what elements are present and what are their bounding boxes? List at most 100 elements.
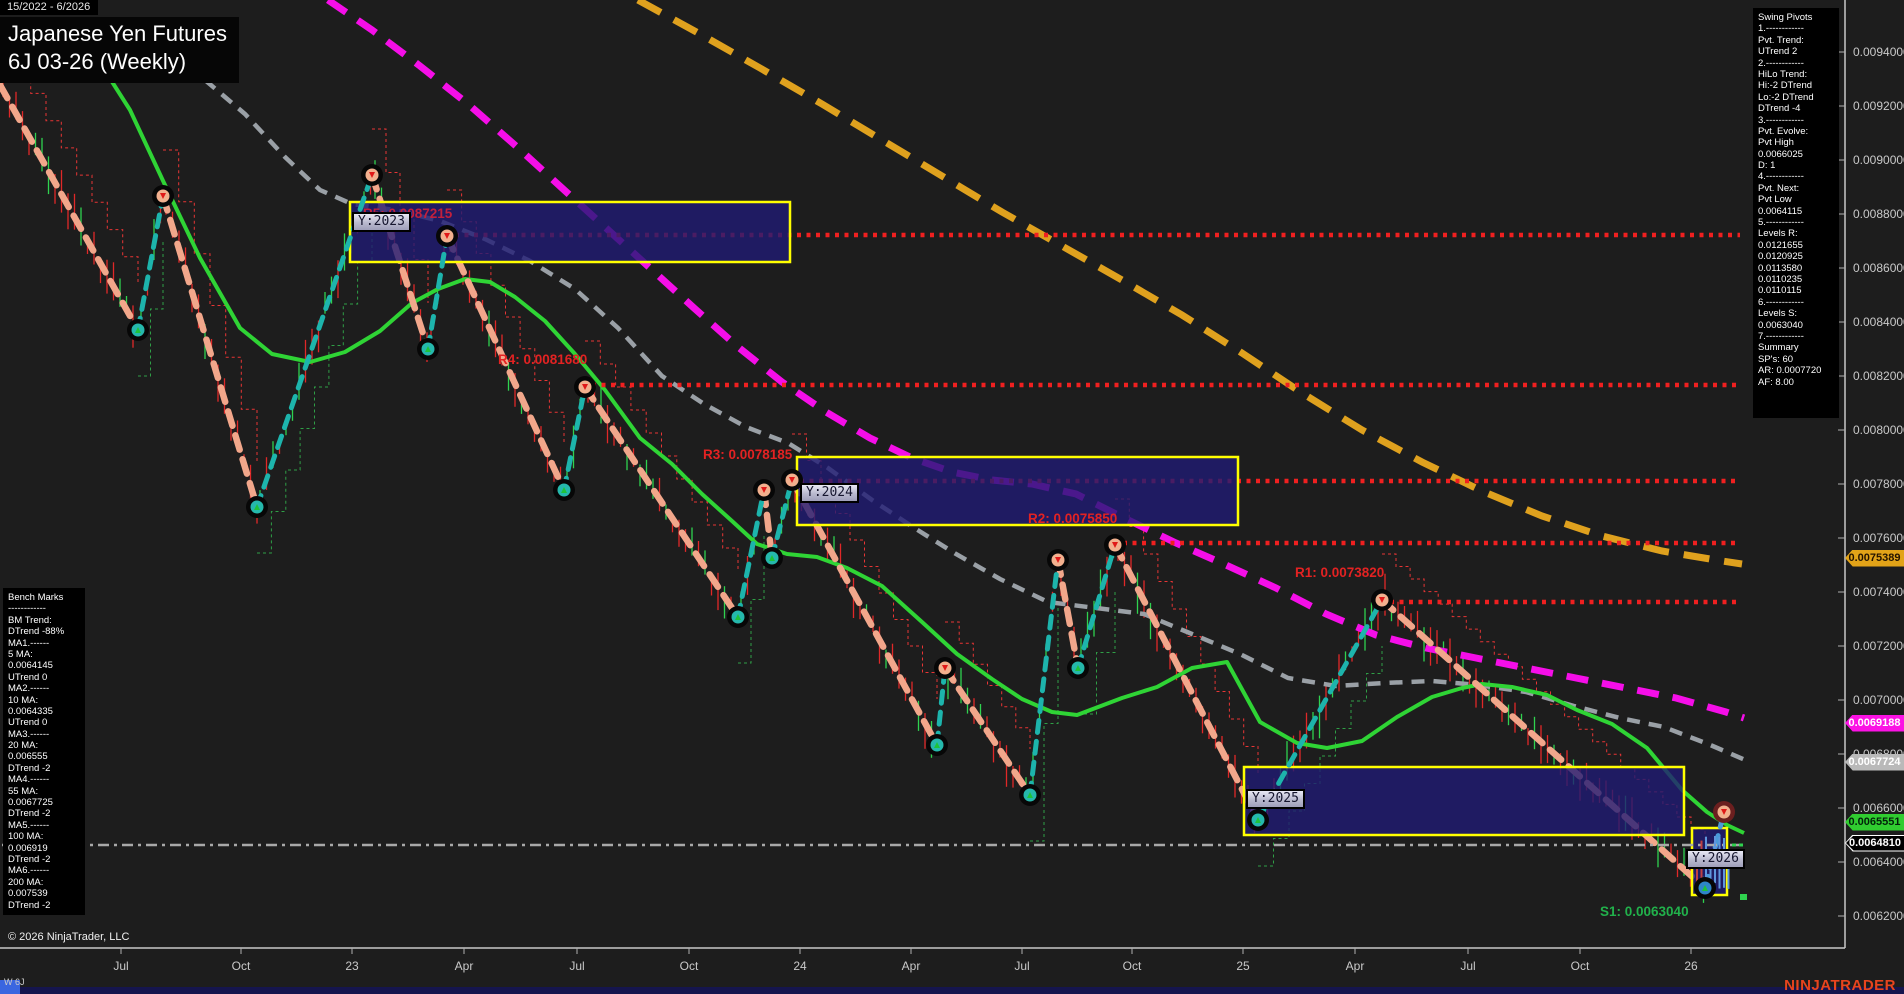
panel-line: Lo:-2 DTrend	[1758, 91, 1814, 103]
gold-ma-curve	[636, 0, 1743, 568]
panel-line: MA3.------	[8, 728, 50, 740]
panel-line: 0.0064145	[8, 660, 53, 672]
panel-line: 10 MA:	[8, 694, 39, 706]
price-marker-value: 0.0064810	[1846, 835, 1904, 851]
price-marker-tag-00069188: 0.0069188	[1845, 714, 1904, 732]
panel-line: 4.------------	[1758, 171, 1804, 183]
panel-line: DTrend -2	[8, 899, 51, 911]
panel-line: 0.0120925	[1758, 251, 1803, 263]
price-marker-tag-00067724: 0.0067724	[1845, 753, 1904, 771]
panel-line: 0.006555	[8, 751, 48, 763]
contract-period: 6J 03-26 (Weekly)	[8, 49, 187, 75]
panel-line: 5 MA:	[8, 648, 33, 660]
year-box-Y-2023[interactable]	[348, 200, 792, 264]
panel-line: 3.------------	[1758, 114, 1804, 126]
time-tick-label[interactable]: Oct	[680, 959, 699, 973]
year-box-Y-2024[interactable]	[795, 455, 1240, 527]
year-label-chip-Y-2026[interactable]: Y:2026	[1686, 849, 1745, 869]
swing-pivots-indicator-panel: Swing Pivots 1.------------ Pvt. Trend: UTr…	[1753, 8, 1839, 418]
panel-line: Pvt Low	[1758, 194, 1792, 206]
panel-line: 100 MA:	[8, 831, 44, 843]
year-box-Y-2025[interactable]	[1242, 765, 1686, 837]
panel-line: BM Trend:	[8, 614, 52, 626]
time-tick-label[interactable]: Oct	[1123, 959, 1142, 973]
panel-line: 0.006919	[8, 842, 48, 854]
panel-line: MA6.------	[8, 865, 50, 877]
green-ma-curve	[93, 53, 1745, 835]
level-label-S1: S1: 0.0063040	[1600, 904, 1689, 919]
panel-line: 200 MA:	[8, 876, 44, 888]
series-interval-tag: W 6J	[4, 977, 25, 987]
panel-line: Pvt. Evolve:	[1758, 125, 1809, 137]
time-tick-label[interactable]: 24	[793, 959, 807, 973]
panel-line: 0.007539	[8, 888, 48, 900]
panel-line: 0.0064115	[1758, 205, 1803, 217]
panel-line: ------------	[8, 603, 46, 615]
ninjatrader-brand-logo: NINJATRADER	[1784, 977, 1896, 994]
panel-line: MA4.------	[8, 774, 50, 786]
interval-selector-chip[interactable]	[0, 980, 20, 994]
panel-line: 5.------------	[1758, 217, 1804, 229]
visible-date-range: 15/2022 - 6/2026	[0, 0, 99, 15]
panel-line: HiLo Trend:	[1758, 68, 1808, 80]
time-tick-label[interactable]: Apr	[1346, 959, 1365, 973]
panel-line: 7.------------	[1758, 330, 1804, 342]
panel-line: Pvt. Next:	[1758, 182, 1800, 194]
year-range-boxes	[348, 200, 1729, 897]
panel-line: DTrend -2	[8, 853, 51, 865]
panel-line: DTrend -4	[1758, 103, 1801, 115]
panel-line: SP's: 60	[1758, 353, 1794, 365]
year-label-chip-Y-2025[interactable]: Y:2025	[1246, 789, 1305, 809]
panel-line: DTrend -2	[8, 808, 51, 820]
panel-line: AF: 8.00	[1758, 376, 1794, 388]
bench-marks-indicator-panel: Bench Marks ------------ BM Trend: DTrend -…	[3, 588, 85, 915]
panel-line: 0.0064335	[8, 705, 53, 717]
price-marker-tag-00075389: 0.0075389	[1845, 549, 1904, 567]
swing-pivot-markers	[127, 164, 1735, 899]
time-tick-label[interactable]: Jul	[1460, 959, 1475, 973]
panel-line: 1.------------	[1758, 23, 1804, 35]
time-tick-label[interactable]: Jul	[113, 959, 128, 973]
time-tick-label[interactable]: Apr	[902, 959, 921, 973]
time-tick-label[interactable]: 26	[1684, 959, 1698, 973]
footer-texts: © 2026 NinjaTrader, LLC W 6J NINJATRADER	[4, 931, 1896, 994]
panel-line: MA2.------	[8, 683, 50, 695]
time-tick-label[interactable]: 23	[345, 959, 359, 973]
panel-line: Levels R:	[1758, 228, 1798, 240]
panel-line: Levels S:	[1758, 308, 1798, 320]
panel-line: Summary	[1758, 342, 1799, 354]
panel-line: 0.0110115	[1758, 285, 1802, 297]
panel-line: UTrend 0	[8, 717, 48, 729]
year-label-chip-Y-2023[interactable]: Y:2023	[352, 212, 411, 232]
panel-line: DTrend -88%	[8, 626, 65, 638]
panel-line: Swing Pivots	[1758, 12, 1813, 23]
resistance-level-lines	[455, 232, 1740, 605]
time-tick-label[interactable]: Jul	[569, 959, 584, 973]
time-tick-label[interactable]: 25	[1236, 959, 1250, 973]
panel-line: 0.0063040	[1758, 319, 1803, 331]
level-label-R4: R4: 0.0081680	[498, 352, 587, 367]
panel-line: 2.------------	[1758, 57, 1804, 69]
time-tick-label[interactable]: Apr	[455, 959, 474, 973]
instrument-title: Japanese Yen Futures 6J 03-26 (Weekly)	[0, 17, 239, 84]
level-label-R2: R2: 0.0075850	[1028, 511, 1117, 526]
panel-line: 0.0110235	[1758, 273, 1803, 285]
time-tick-label[interactable]: Oct	[232, 959, 251, 973]
panel-line: MA5.------	[8, 819, 50, 831]
time-tick-label[interactable]: Oct	[1571, 959, 1590, 973]
price-marker-tag-00065551: 0.0065551	[1845, 813, 1904, 831]
time-tick-label[interactable]: Jul	[1014, 959, 1029, 973]
year-label-chip-Y-2024[interactable]: Y:2024	[800, 483, 859, 503]
